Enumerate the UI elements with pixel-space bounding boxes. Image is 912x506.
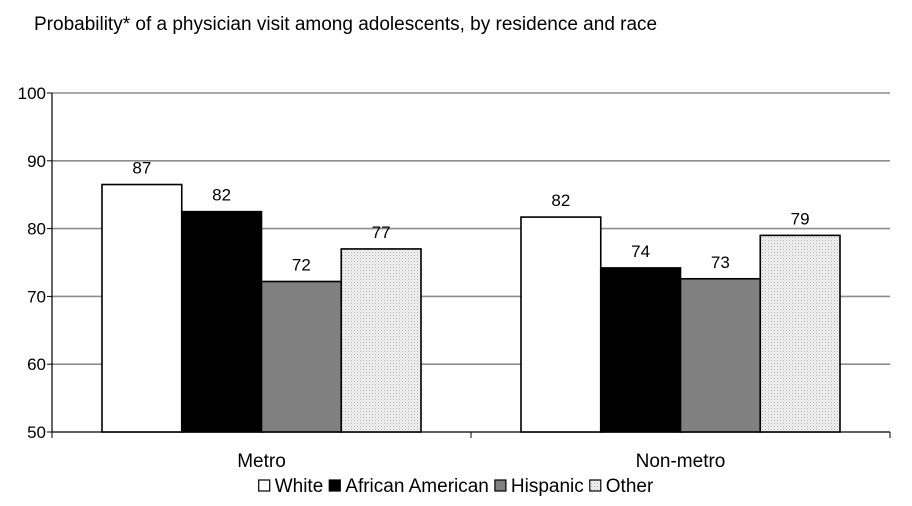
legend-swatch-hispanic (494, 479, 507, 492)
legend-label-other: Other (606, 476, 654, 497)
legend-label-hispanic: Hispanic (511, 476, 584, 497)
data-label: 79 (791, 209, 810, 228)
bar-hispanic-non-metro (679, 277, 762, 433)
category-label-metro: Metro (237, 451, 286, 472)
category-label-non-metro: Non-metro (636, 451, 726, 472)
data-label: 73 (711, 253, 730, 272)
bar-other-non-metro (759, 234, 841, 433)
bar-white-non-metro (520, 216, 602, 433)
data-label: 74 (631, 242, 650, 261)
bar-other-metro (340, 248, 422, 433)
legend-swatch-white (258, 479, 271, 492)
data-label: 72 (292, 255, 311, 274)
y-tick-label: 90 (27, 152, 46, 171)
legend-swatch-african-american (328, 479, 341, 492)
chart-title: Probability* of a physician visit among … (34, 14, 658, 35)
bars (101, 183, 841, 433)
y-tick-label: 60 (27, 355, 46, 374)
data-labels: 87 82 72 77 82 74 73 79 (132, 159, 809, 275)
y-tick-label: 100 (18, 84, 46, 103)
data-label: 82 (212, 186, 231, 205)
bar-white-metro (101, 183, 183, 433)
legend-swatch-other (589, 479, 602, 492)
legend-label-white: White (275, 476, 324, 497)
data-label: 77 (372, 223, 391, 242)
bar-african-american-non-metro (599, 267, 682, 433)
y-tick-label: 50 (27, 423, 46, 442)
y-tick-label: 70 (27, 287, 46, 306)
data-label: 87 (132, 159, 151, 178)
bar-african-american-metro (180, 210, 263, 433)
data-label: 82 (551, 191, 570, 210)
y-tick-label: 80 (27, 220, 46, 239)
bar-hispanic-metro (260, 280, 343, 433)
legend-label-african-american: African American (345, 476, 489, 497)
legend: White African American Hispanic Other (258, 476, 654, 497)
